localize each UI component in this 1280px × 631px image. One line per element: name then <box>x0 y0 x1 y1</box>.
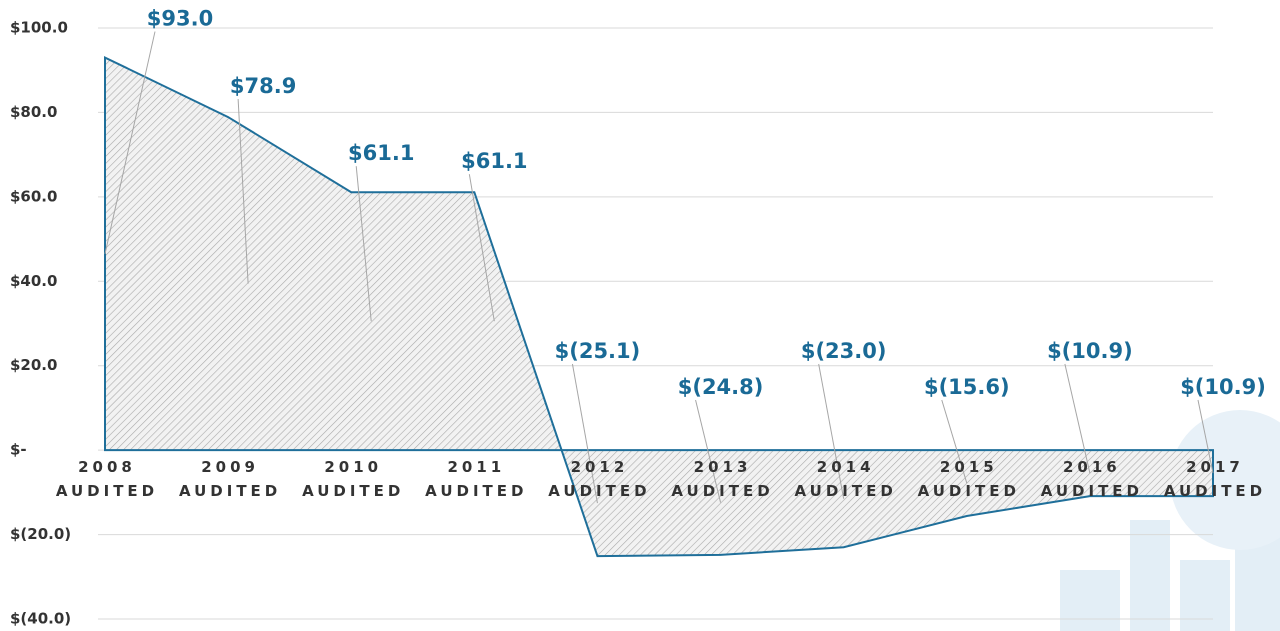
y-tick-label: $(40.0) <box>10 610 71 628</box>
leader-line <box>104 31 156 254</box>
leader-line <box>695 399 722 503</box>
y-tick-label: $20.0 <box>10 356 57 374</box>
leader-line <box>941 399 968 484</box>
value-label: $61.1 <box>461 149 527 173</box>
watermark <box>1060 410 1280 631</box>
x-tick-label: 2012 AUDITED <box>548 458 651 501</box>
value-label: $(15.6) <box>924 375 1010 399</box>
value-label: $(24.8) <box>678 375 764 399</box>
x-tick-label: 2013 AUDITED <box>671 458 774 501</box>
x-tick-label: 2011 AUDITED <box>425 458 528 501</box>
value-label: $93.0 <box>147 7 213 31</box>
y-tick-label: $80.0 <box>10 103 57 121</box>
leader-line <box>468 174 495 322</box>
y-tick-label: $(20.0) <box>10 525 71 543</box>
leader-line <box>818 363 845 499</box>
x-tick-label: 2009 AUDITED <box>178 458 282 501</box>
x-tick-label: 2016 AUDITED <box>1040 458 1144 501</box>
y-tick-label: $40.0 <box>10 272 57 290</box>
value-label: $(10.9) <box>1047 339 1133 363</box>
leader-line <box>1064 363 1091 474</box>
value-label: $(23.0) <box>801 339 887 363</box>
leader-line <box>1197 399 1214 474</box>
leader-line <box>571 363 598 504</box>
value-label: $(10.9) <box>1180 375 1266 399</box>
value-label: $61.1 <box>348 141 414 165</box>
x-tick-label: 2015 AUDITED <box>917 458 1020 501</box>
leader-line <box>237 99 249 284</box>
x-tick-label: 2010 AUDITED <box>302 458 405 501</box>
x-tick-label: 2014 AUDITED <box>794 458 897 501</box>
value-label: $(25.1) <box>555 339 641 363</box>
area <box>104 55 1214 558</box>
leader-line <box>355 166 372 322</box>
y-tick-label: $100.0 <box>10 19 68 37</box>
y-tick-label: $- <box>10 441 27 459</box>
x-tick-label: 2008 AUDITED <box>55 458 159 501</box>
y-tick-label: $60.0 <box>10 187 57 205</box>
x-tick-label: 2017 AUDITED <box>1163 458 1267 501</box>
value-label: $78.9 <box>230 74 296 98</box>
